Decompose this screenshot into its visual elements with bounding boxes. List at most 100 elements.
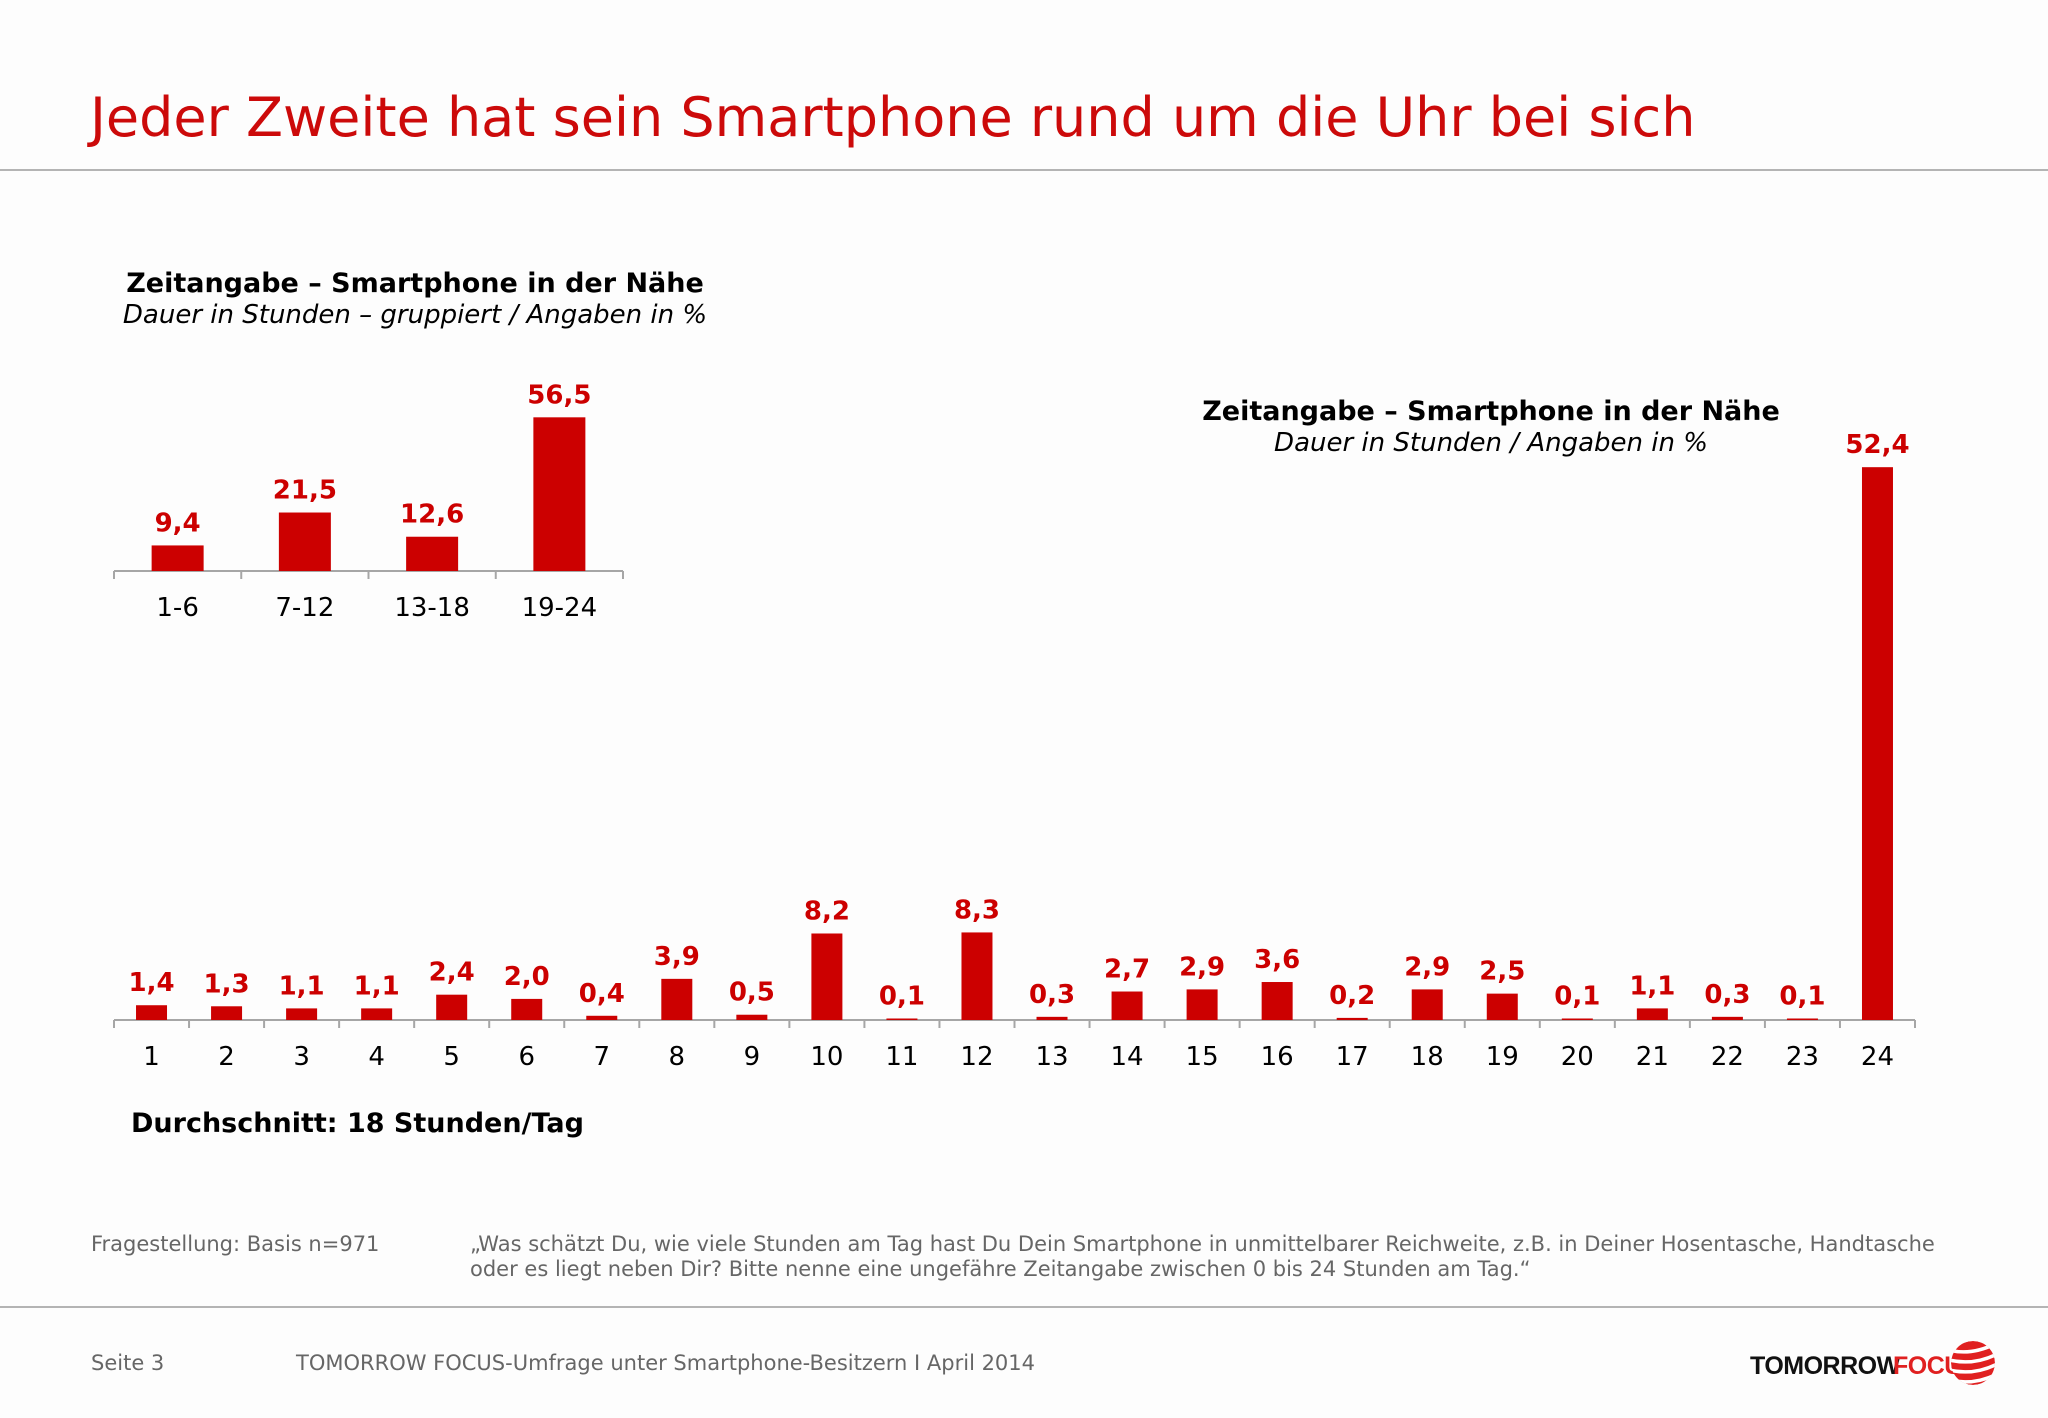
data-label-4: 1,1	[354, 971, 400, 1001]
x-tick-label-24: 24	[1861, 1042, 1894, 1072]
data-label-11: 0,1	[879, 982, 925, 1012]
footnote-question-line2: oder es liegt neben Dir? Bitte nenne ein…	[470, 1257, 1531, 1281]
bar-1-6	[151, 545, 204, 571]
bar-4	[361, 1008, 393, 1020]
bar-12	[961, 932, 993, 1020]
x-tick-label-7: 7	[593, 1042, 610, 1072]
average-summary: Durchschnitt: 18 Stunden/Tag	[131, 1108, 584, 1139]
data-label-13-18: 12,6	[400, 500, 464, 530]
bar-19-24	[533, 417, 586, 571]
x-tick-label-17: 17	[1336, 1042, 1369, 1072]
x-tick-label-22: 22	[1711, 1042, 1744, 1072]
bar-19	[1486, 993, 1518, 1020]
x-tick-label-11: 11	[885, 1042, 918, 1072]
x-tick-label-23: 23	[1786, 1042, 1819, 1072]
x-tick-label-4: 4	[368, 1042, 385, 1072]
data-label-6: 2,0	[504, 962, 550, 992]
bar-8	[661, 978, 693, 1020]
grouped-chart-title: Zeitangabe – Smartphone in der Nähe	[126, 268, 704, 299]
data-label-9: 0,5	[729, 978, 775, 1008]
bar-9	[736, 1014, 768, 1020]
x-tick-label-8: 8	[669, 1042, 686, 1072]
bar-18	[1411, 989, 1443, 1020]
data-label-19-24: 56,5	[527, 380, 591, 410]
data-label-22: 0,3	[1704, 980, 1750, 1010]
bar-6	[511, 998, 543, 1020]
x-tick-label-1-6: 1-6	[156, 593, 198, 623]
data-label-14: 2,7	[1104, 955, 1150, 985]
data-label-20: 0,1	[1554, 982, 1600, 1012]
bar-1	[136, 1005, 168, 1020]
footnote-label: Fragestellung: Basis n=971	[91, 1232, 380, 1256]
x-tick-label-3: 3	[293, 1042, 310, 1072]
x-tick-label-18: 18	[1411, 1042, 1444, 1072]
x-tick-label-13: 13	[1035, 1042, 1068, 1072]
x-tick-label-10: 10	[810, 1042, 843, 1072]
data-label-1-6: 9,4	[155, 508, 201, 538]
bar-3	[286, 1008, 318, 1020]
x-tick-label-16: 16	[1261, 1042, 1294, 1072]
x-tick-label-7-12: 7-12	[275, 593, 334, 623]
x-tick-label-1: 1	[143, 1042, 160, 1072]
x-tick-label-5: 5	[443, 1042, 460, 1072]
bar-10	[811, 933, 843, 1020]
data-label-8: 3,9	[654, 942, 700, 972]
bar-13	[1036, 1016, 1068, 1020]
data-label-24: 52,4	[1845, 430, 1909, 460]
x-tick-label-6: 6	[518, 1042, 535, 1072]
bar-7-12	[278, 512, 331, 571]
data-label-3: 1,1	[279, 971, 325, 1001]
data-label-17: 0,2	[1329, 981, 1375, 1011]
hourly-chart-title: Zeitangabe – Smartphone in der Nähe	[1202, 396, 1780, 427]
footer-source: TOMORROW FOCUS-Umfrage unter Smartphone-…	[296, 1351, 1036, 1375]
data-label-15: 2,9	[1179, 952, 1225, 982]
header-divider	[0, 169, 2048, 171]
bar-5	[436, 994, 468, 1020]
x-tick-label-13-18: 13-18	[394, 593, 470, 623]
x-tick-label-21: 21	[1636, 1042, 1669, 1072]
data-label-16: 3,6	[1254, 945, 1300, 975]
data-label-1: 1,4	[128, 968, 174, 998]
bar-13-18	[406, 536, 459, 571]
data-label-10: 8,2	[804, 896, 850, 926]
data-label-5: 2,4	[429, 958, 475, 988]
x-tick-label-12: 12	[960, 1042, 993, 1072]
bar-16	[1261, 982, 1293, 1020]
x-tick-label-15: 15	[1186, 1042, 1219, 1072]
tomorrow-focus-logo: TOMORROW FOCUS	[1750, 1341, 1995, 1385]
data-label-13: 0,3	[1029, 980, 1075, 1010]
bar-11	[886, 1018, 918, 1020]
bar-15	[1186, 989, 1218, 1020]
x-tick-label-9: 9	[744, 1042, 761, 1072]
data-label-7-12: 21,5	[273, 476, 337, 506]
bar-20	[1561, 1018, 1593, 1020]
data-label-7: 0,4	[579, 979, 625, 1009]
bar-23	[1786, 1018, 1818, 1020]
page-number: Seite 3	[91, 1351, 165, 1375]
bar-21	[1636, 1008, 1668, 1020]
data-label-18: 2,9	[1404, 952, 1450, 982]
hourly-chart-subtitle: Dauer in Stunden / Angaben in %	[1274, 428, 1708, 458]
grouped-chart-subtitle: Dauer in Stunden – gruppiert / Angaben i…	[122, 300, 708, 330]
x-tick-label-19: 19	[1486, 1042, 1519, 1072]
footnote-question-line1: „Was schätzt Du, wie viele Stunden am Ta…	[470, 1232, 1935, 1256]
x-tick-label-19-24: 19-24	[522, 593, 598, 623]
data-label-19: 2,5	[1479, 957, 1525, 987]
bar-2	[211, 1006, 243, 1020]
data-label-12: 8,3	[954, 895, 1000, 925]
bar-24	[1861, 467, 1893, 1020]
x-tick-label-2: 2	[218, 1042, 235, 1072]
bar-14	[1111, 991, 1143, 1020]
data-label-23: 0,1	[1779, 982, 1825, 1012]
data-label-21: 1,1	[1629, 971, 1675, 1001]
svg-text:TOMORROW: TOMORROW	[1750, 1352, 1901, 1380]
x-tick-label-14: 14	[1111, 1042, 1144, 1072]
page-title: Jeder Zweite hat sein Smartphone rund um…	[90, 86, 1696, 149]
bar-22	[1711, 1016, 1743, 1020]
bar-17	[1336, 1017, 1368, 1020]
data-label-2: 1,3	[204, 969, 250, 999]
logo-sphere-icon	[1951, 1341, 1995, 1385]
x-tick-label-20: 20	[1561, 1042, 1594, 1072]
